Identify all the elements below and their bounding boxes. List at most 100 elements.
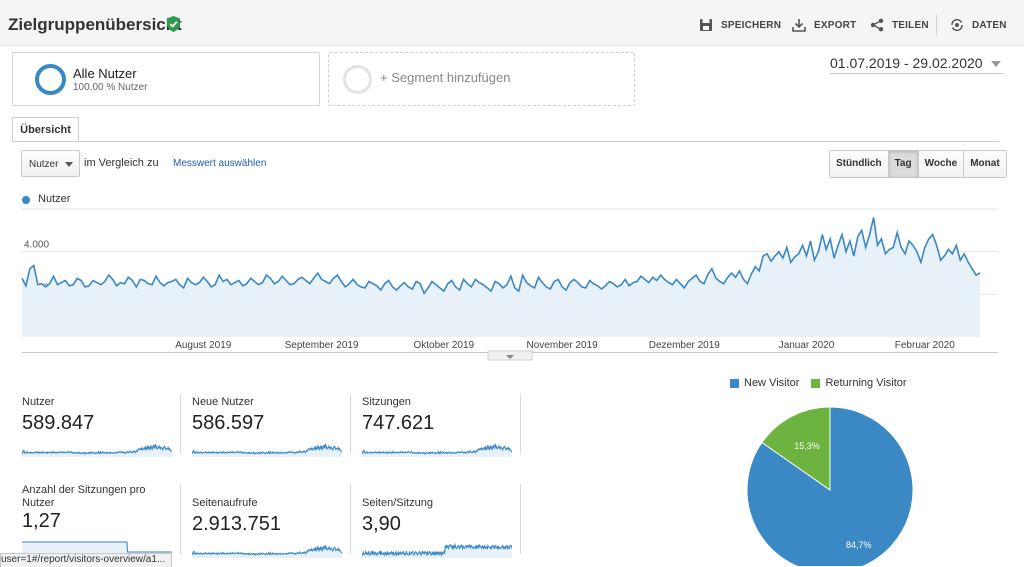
metric-name: Seiten/Sitzung (362, 497, 433, 509)
users-series-line (21, 217, 981, 295)
granularity-day[interactable]: Tag (887, 151, 918, 177)
add-segment-label: + Segment hinzufügen (380, 70, 511, 85)
metric-name: Sitzungen (362, 396, 411, 408)
pie-legend-item: Returning Visitor (811, 377, 907, 389)
metric-pages-per-session[interactable]: Seiten/Sitzung 3,90 (362, 497, 532, 558)
export-button[interactable]: EXPORT (792, 17, 856, 33)
tab-divider (12, 141, 999, 142)
metric-select-value: Nutzer (29, 159, 59, 170)
granularity-month[interactable]: Monat (963, 151, 1006, 177)
metric-users[interactable]: Nutzer 589.847 (22, 396, 192, 457)
metric-name: Nutzer (22, 396, 55, 408)
metric-divider (520, 394, 521, 454)
metric-sessions[interactable]: Sitzungen 747.621 (362, 396, 532, 457)
sparkline-area (192, 545, 342, 558)
metric-new-users[interactable]: Neue Nutzer 586.597 (192, 396, 362, 457)
sparkline (192, 544, 342, 558)
granularity-hourly[interactable]: Stündlich (830, 151, 888, 177)
segment-percent: 100,00 % Nutzer (73, 82, 148, 93)
legend-label-new: New Visitor (744, 377, 800, 389)
metric-value: 3,90 (362, 513, 401, 535)
x-tick-label: November 2019 (527, 340, 599, 351)
status-url: user=1#/report/visitors-overview/a1... (0, 553, 173, 567)
pie-slice-label: 84,7% (846, 540, 872, 550)
granularity-week[interactable]: Woche (917, 151, 964, 177)
metric-divider (350, 484, 351, 554)
metric-name: Anzahl der Sitzungen pro Nutzer (22, 484, 146, 509)
chevron-down-icon (65, 162, 73, 167)
users-area (22, 217, 980, 337)
data-button[interactable]: DATEN (950, 17, 1007, 33)
metric-sessions-per-user[interactable]: Anzahl der Sitzungen pro Nutzer 1,27 (22, 484, 172, 555)
header-bar: Zielgruppenübersicht SPEICHERN EXPORT TE… (0, 0, 1024, 46)
sparkline (362, 443, 512, 457)
save-icon (700, 19, 712, 31)
empty-segment-ring-icon (343, 65, 372, 94)
sparkline-area (22, 444, 172, 457)
metric-divider (350, 394, 351, 454)
sparkline-area (362, 444, 512, 457)
verified-shield-icon (167, 16, 180, 32)
metric-value: 589.847 (22, 412, 95, 434)
sparkline (192, 443, 342, 457)
date-range-picker[interactable]: 01.07.2019 - 29.02.2020 (830, 54, 1004, 74)
toolbar-divider (936, 15, 937, 35)
legend-swatch-nutzer (22, 196, 30, 204)
granularity-toggle: Stündlich Tag Woche Monat (829, 150, 1007, 178)
y-tick-label: 6.000 (24, 205, 49, 208)
visitor-pie-chart: 84,7% 15,3% (746, 406, 914, 566)
save-button-label: SPEICHERN (721, 19, 782, 31)
metric-divider (180, 484, 181, 554)
date-range-label: 01.07.2019 - 29.02.2020 (830, 55, 983, 71)
add-segment-button[interactable]: + Segment hinzufügen (328, 52, 635, 106)
sparkline-line (22, 541, 172, 553)
choose-metric-link[interactable]: Messwert auswählen (173, 158, 267, 169)
segment-ring-icon (35, 64, 66, 95)
x-tick-label: Februar 2020 (895, 340, 955, 351)
page-title: Zielgruppenübersicht (8, 15, 182, 34)
sparkline-line (22, 443, 172, 455)
legend-swatch-new (730, 378, 739, 388)
segment-name: Alle Nutzer (73, 66, 137, 81)
pie-legend-item: New Visitor (730, 377, 799, 389)
metric-name: Neue Nutzer (192, 396, 254, 408)
sparkline-line (192, 443, 342, 455)
refresh-eye-icon (951, 18, 963, 32)
legend-label-returning: Returning Visitor (825, 377, 907, 389)
pie-slice-returning (761, 406, 831, 491)
x-tick-label: Oktober 2019 (413, 340, 474, 351)
sparkline (22, 541, 172, 555)
sparkline-line (362, 443, 512, 455)
share-button-label: TEILEN (892, 19, 929, 31)
x-tick-label: Dezember 2019 (649, 340, 721, 351)
metric-value: 1,27 (22, 510, 61, 532)
metric-value: 2.913.751 (192, 513, 281, 535)
x-tick-label: Januar 2020 (779, 340, 835, 351)
x-tick-label: August 2019 (175, 340, 232, 351)
metric-select[interactable]: Nutzer (21, 150, 80, 177)
metric-name: Seitenaufrufe (192, 497, 258, 509)
chart-collapse-handle[interactable] (487, 350, 533, 361)
segment-card-all-users[interactable]: Alle Nutzer 100,00 % Nutzer (12, 52, 320, 106)
legend-label-nutzer: Nutzer (38, 193, 71, 205)
metric-value: 586.597 (192, 412, 265, 434)
tab-overview[interactable]: Übersicht (12, 117, 79, 142)
sparkline-area (22, 542, 172, 555)
pie-legend: New Visitor Returning Visitor (730, 377, 907, 389)
legend-swatch-returning (811, 378, 821, 388)
metric-pageviews[interactable]: Seitenaufrufe 2.913.751 (192, 497, 362, 558)
x-tick-label: September 2019 (285, 340, 359, 351)
compare-label: im Vergleich zu (84, 157, 159, 169)
pie-slice-label: 15,3% (794, 441, 820, 451)
metric-value: 747.621 (362, 412, 435, 434)
sparkline (362, 542, 512, 558)
sparkline-line (192, 544, 342, 556)
save-button[interactable]: SPEICHERN (699, 17, 781, 33)
y-tick-label: 4.000 (24, 240, 49, 251)
metric-divider (520, 484, 521, 554)
download-icon (792, 19, 806, 32)
sparkline-area (192, 444, 342, 457)
share-button[interactable]: TEILEN (870, 17, 929, 33)
pie-slice-new (746, 406, 914, 566)
